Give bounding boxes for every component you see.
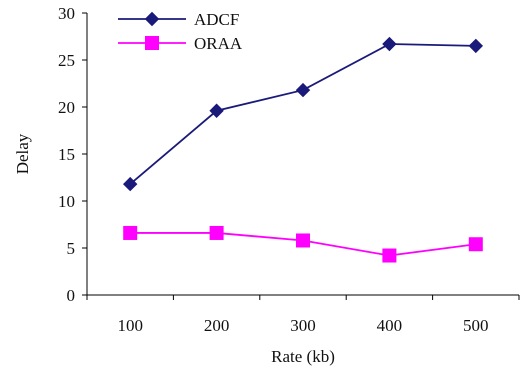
y-tick-label: 20 bbox=[58, 98, 75, 117]
data-point-adcf bbox=[209, 103, 224, 118]
series-oraa bbox=[123, 225, 483, 263]
y-tick-label: 30 bbox=[58, 4, 75, 23]
x-tick-label: 500 bbox=[463, 316, 489, 335]
y-tick-label: 0 bbox=[67, 286, 76, 305]
data-point-adcf bbox=[295, 82, 311, 98]
data-point-adcf bbox=[122, 176, 138, 192]
y-axis-title: Delay bbox=[13, 133, 32, 174]
y-tick-label: 15 bbox=[58, 145, 75, 164]
legend-item-adcf: ADCF bbox=[118, 10, 239, 29]
data-point-adcf bbox=[382, 36, 397, 52]
series-line-adcf bbox=[129, 43, 476, 185]
legend: ADCF ORAA bbox=[118, 10, 243, 53]
data-point-oraa bbox=[296, 233, 310, 248]
data-point-oraa bbox=[209, 225, 224, 240]
x-tick-label: 400 bbox=[377, 316, 403, 335]
data-point-oraa bbox=[382, 248, 397, 263]
data-point-oraa bbox=[468, 237, 483, 252]
legend-marker-adcf bbox=[144, 11, 160, 27]
legend-marker-oraa bbox=[145, 36, 159, 50]
x-axis-ticks: 100 200 300 400 500 bbox=[86, 295, 520, 335]
y-tick-label: 5 bbox=[67, 239, 76, 258]
y-axis-ticks: 0 5 10 15 20 25 30 bbox=[58, 4, 87, 305]
axes bbox=[86, 13, 519, 296]
legend-item-oraa: ORAA bbox=[118, 34, 243, 53]
series-adcf bbox=[122, 36, 484, 192]
y-tick-label: 25 bbox=[58, 51, 75, 70]
x-tick-label: 300 bbox=[290, 316, 316, 335]
x-tick-label: 200 bbox=[204, 316, 230, 335]
data-point-oraa bbox=[123, 225, 138, 240]
data-point-adcf bbox=[468, 38, 484, 54]
legend-label-adcf: ADCF bbox=[194, 10, 239, 29]
x-tick-label: 100 bbox=[117, 316, 143, 335]
legend-label-oraa: ORAA bbox=[194, 34, 243, 53]
x-axis-title: Rate (kb) bbox=[271, 347, 335, 366]
series-layer bbox=[122, 36, 484, 263]
y-tick-label: 10 bbox=[58, 192, 75, 211]
